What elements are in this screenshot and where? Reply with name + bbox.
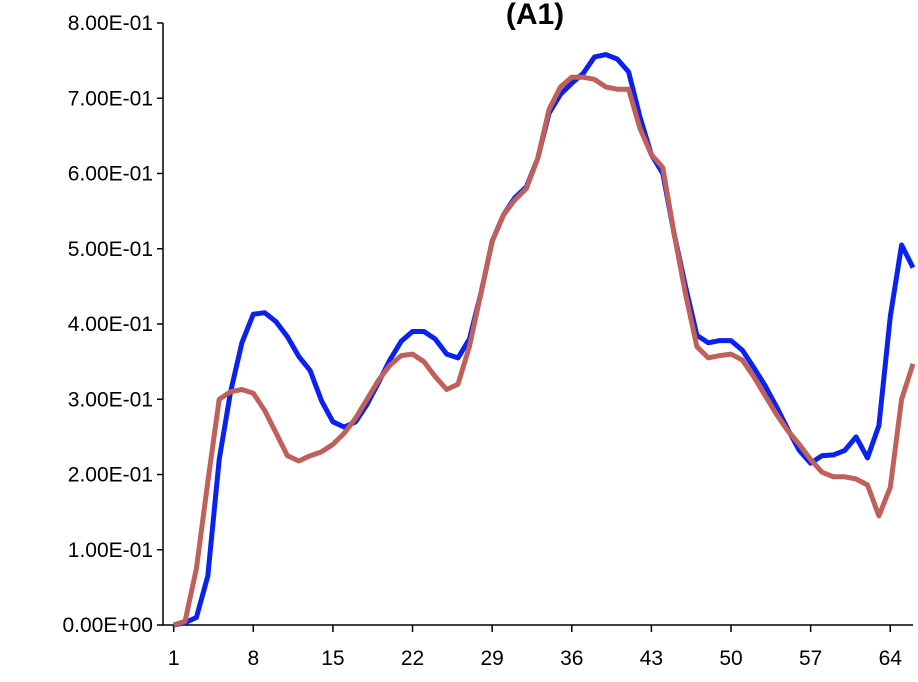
x-tick-label: 50 xyxy=(719,647,742,670)
y-tick-label: 8.00E-01 xyxy=(68,12,153,35)
x-tick-label: 36 xyxy=(560,647,583,670)
x-tick-label: 57 xyxy=(799,647,822,670)
x-tick-label: 15 xyxy=(321,647,344,670)
x-tick-label: 1 xyxy=(168,647,180,670)
chart-title: (A1) xyxy=(506,0,564,31)
y-tick-label: 3.00E-01 xyxy=(68,388,153,411)
y-tick-label: 6.00E-01 xyxy=(68,163,153,186)
y-tick-label: 5.00E-01 xyxy=(68,238,153,261)
x-tick-label: 64 xyxy=(879,647,903,670)
y-tick-label: 4.00E-01 xyxy=(68,313,153,336)
x-tick-label: 29 xyxy=(480,647,503,670)
x-tick-label: 8 xyxy=(247,647,259,670)
y-tick-label: 1.00E-01 xyxy=(68,539,153,562)
x-tick-label: 43 xyxy=(640,647,663,670)
series-line xyxy=(172,74,916,628)
y-tick-label: 0.00E+00 xyxy=(62,614,153,637)
y-tick-label: 2.00E-01 xyxy=(68,464,153,487)
y-tick-label: 7.00E-01 xyxy=(68,87,153,110)
x-tick-label: 22 xyxy=(401,647,424,670)
